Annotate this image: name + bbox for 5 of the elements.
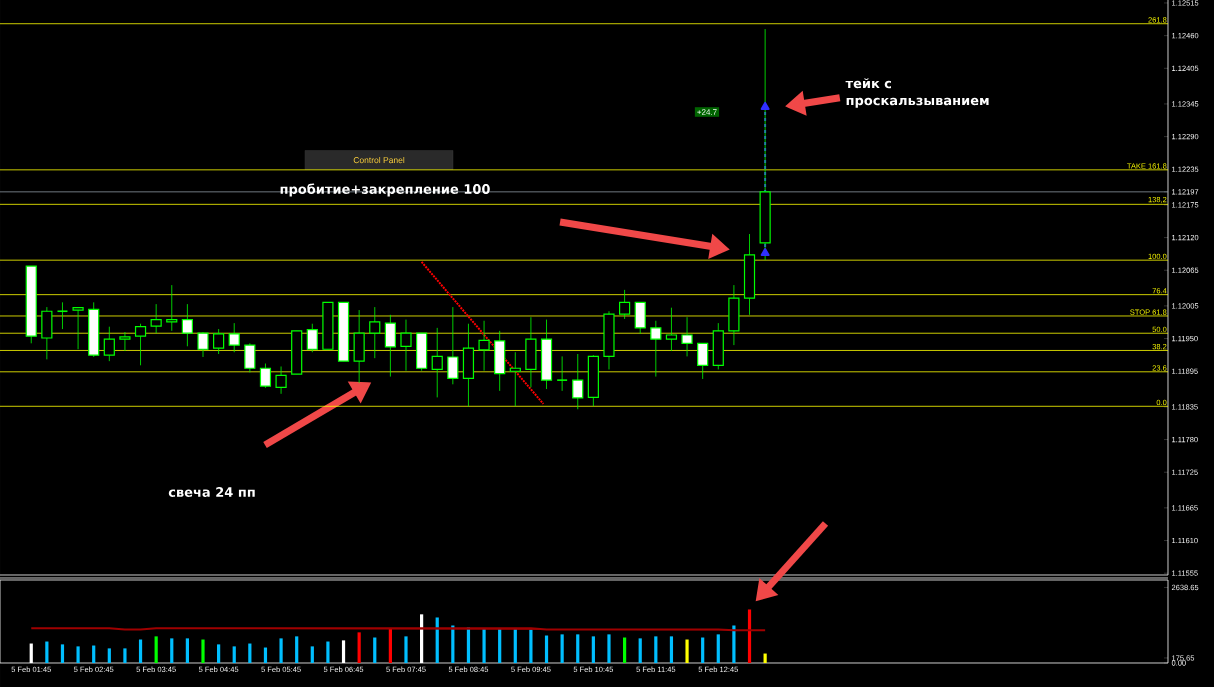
annotation: тейк с проскальзыванием [845, 78, 989, 108]
annotation: Control Panel [353, 156, 405, 164]
annotation: свеча 24 пп [168, 487, 255, 497]
annotation: +24.7 [697, 109, 717, 115]
annotation: пробитие+закрепление 100 [280, 183, 490, 197]
